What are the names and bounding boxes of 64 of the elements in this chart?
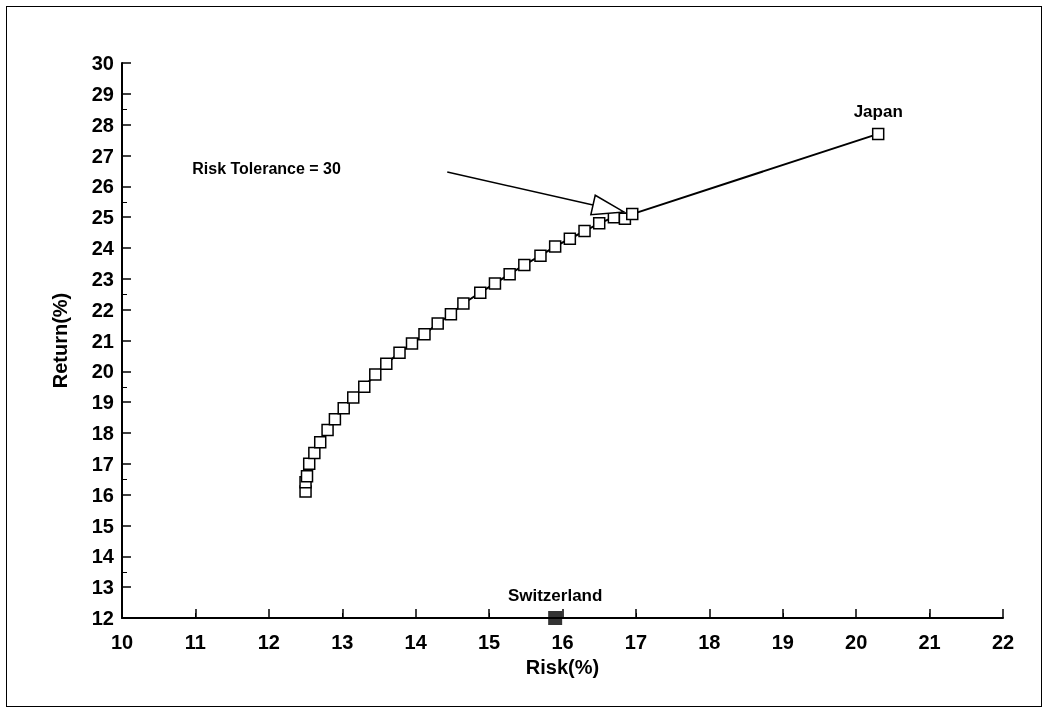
y-tick-label: 17 (91, 452, 114, 475)
y-tick-label: 15 (91, 514, 114, 537)
x-tick-label: 15 (477, 631, 501, 653)
point (578, 224, 591, 238)
point (871, 127, 885, 141)
x-tick-label: 18 (698, 631, 721, 653)
point (393, 346, 406, 360)
x-axis-title: Risk(%) (525, 655, 600, 678)
point (337, 402, 350, 415)
y-tick-label: 19 (91, 391, 114, 414)
y-tick-label: 25 (91, 206, 114, 229)
point (518, 258, 531, 272)
point (405, 337, 419, 350)
point (626, 207, 639, 221)
annotation: Switzerland (507, 586, 603, 605)
point (503, 267, 516, 281)
point (457, 297, 470, 310)
point (563, 232, 577, 245)
point (369, 368, 382, 381)
point (474, 286, 487, 299)
point (380, 357, 393, 370)
point (548, 240, 562, 253)
y-tick-label: 30 (91, 52, 114, 74)
y-tick-label: 27 (91, 144, 114, 167)
y-tick-label: 16 (91, 483, 114, 506)
x-tick-label: 12 (257, 631, 280, 653)
point (418, 328, 431, 341)
x-tick-label: 10 (110, 631, 134, 653)
y-tick-label: 23 (91, 267, 114, 290)
x-tick-label: 11 (184, 631, 206, 653)
point (488, 277, 502, 290)
y-tick-label: 14 (91, 545, 115, 568)
point (308, 446, 321, 460)
y-tick-label: 20 (91, 360, 114, 383)
y-tick-label: 13 (91, 576, 114, 599)
point (313, 436, 327, 449)
y-tick-label: 28 (91, 113, 114, 136)
annotation: Risk Tolerance = 30 (192, 159, 342, 177)
annotation: Japan (853, 101, 903, 121)
x-tick-label: 19 (771, 631, 794, 653)
point (358, 380, 371, 393)
point (534, 249, 547, 262)
point (548, 611, 563, 625)
y-tick-label: 22 (91, 298, 114, 321)
x-tick-label: 20 (845, 631, 868, 653)
x-tick-label: 17 (624, 631, 648, 653)
y-tick-label: 12 (91, 607, 114, 629)
x-tick-label: 22 (991, 631, 1015, 653)
y-tick-label: 26 (91, 175, 114, 198)
point (431, 317, 444, 330)
point (444, 308, 458, 321)
y-tick-label: 18 (91, 422, 114, 444)
x-tick-label: 13 (331, 631, 354, 653)
point (592, 217, 606, 230)
y-axis-title: Return(%) (49, 292, 71, 389)
x-tick-label: 14 (404, 631, 428, 653)
y-tick-label: 24 (91, 237, 115, 259)
x-tick-label: 21 (918, 631, 941, 653)
x-tick-label: 16 (551, 631, 574, 653)
point (347, 391, 360, 404)
point (300, 469, 314, 483)
y-tick-label: 29 (91, 82, 114, 105)
y-tick-label: 21 (91, 329, 114, 352)
point (321, 423, 334, 437)
